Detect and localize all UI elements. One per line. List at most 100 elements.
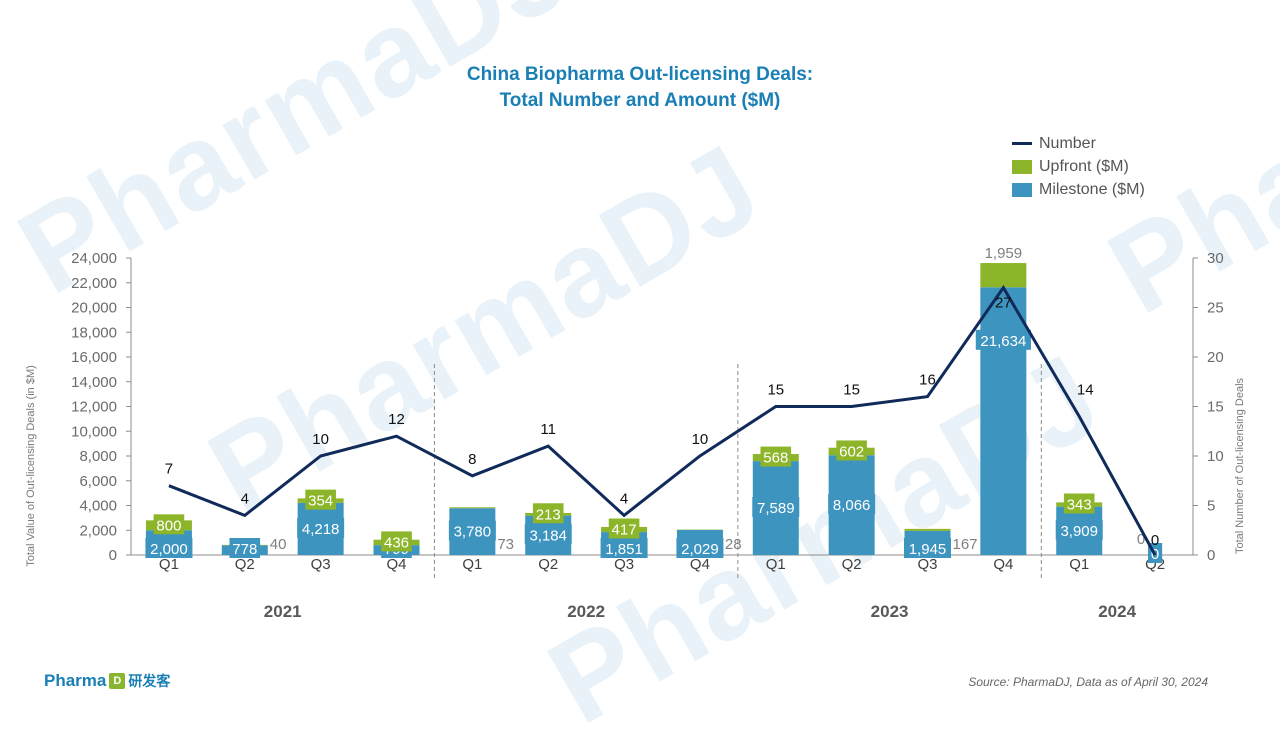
milestone-data-label: 1,945 (909, 541, 947, 558)
number-data-label: 12 (388, 411, 405, 428)
upfront-data-label: 602 (839, 443, 864, 460)
right-tick-label: 25 (1207, 300, 1224, 317)
x-tick-label: Q1 (766, 556, 786, 573)
milestone-data-label: 3,184 (529, 527, 567, 544)
left-tick-label: 10,000 (71, 423, 117, 440)
number-data-label: 16 (919, 372, 936, 389)
milestone-data-label: 3,909 (1060, 523, 1098, 540)
left-axis-title: Total Value of Out-licensing Deals (in $… (25, 365, 37, 567)
upfront-data-label: 354 (308, 493, 333, 510)
upfront-data-label: 167 (953, 536, 978, 553)
number-data-label: 10 (312, 431, 329, 448)
x-tick-label: Q2 (235, 556, 255, 573)
legend-label-milestone: Milestone ($M) (1039, 181, 1145, 199)
milestone-data-label: 778 (232, 541, 257, 558)
logo-text: Pharma (44, 671, 106, 691)
left-tick-label: 12,000 (71, 399, 117, 416)
upfront-data-label: 73 (497, 536, 514, 553)
source-note: Source: PharmaDJ, Data as of April 30, 2… (968, 675, 1208, 689)
upfront-data-label: 800 (156, 517, 181, 534)
left-tick-label: 14,000 (71, 374, 117, 391)
left-tick-label: 22,000 (71, 275, 117, 292)
left-tick-label: 2,000 (79, 522, 117, 539)
upfront-data-label: 343 (1067, 497, 1092, 514)
x-tick-label: Q4 (690, 556, 710, 573)
left-tick-label: 18,000 (71, 324, 117, 341)
upfront-bar (980, 263, 1026, 287)
logo-mark: D (109, 673, 125, 689)
left-tick-label: 6,000 (79, 473, 117, 490)
left-tick-label: 16,000 (71, 349, 117, 366)
chart-title-line2: Total Number and Amount ($M) (0, 88, 1280, 114)
milestone-bar (980, 287, 1026, 555)
x-tick-label: Q2 (842, 556, 862, 573)
right-tick-label: 20 (1207, 349, 1224, 366)
right-tick-label: 10 (1207, 448, 1224, 465)
year-label: 2023 (871, 602, 909, 621)
upfront-data-label: 568 (763, 450, 788, 467)
x-tick-label: Q1 (159, 556, 179, 573)
milestone-data-label: 4,218 (302, 521, 340, 538)
legend-line-swatch (1012, 142, 1032, 145)
legend-item-milestone: Milestone ($M) (1012, 178, 1145, 201)
left-tick-label: 0 (109, 547, 117, 564)
milestone-data-label: 21,634 (980, 333, 1026, 350)
x-tick-label: Q2 (538, 556, 558, 573)
x-tick-label: Q3 (614, 556, 634, 573)
chart-title-line1: China Biopharma Out-licensing Deals: (0, 62, 1280, 88)
upfront-data-label: 40 (270, 536, 287, 553)
number-data-label: 7 (165, 461, 173, 478)
legend-label-upfront: Upfront ($M) (1039, 158, 1129, 176)
upfront-data-label: 28 (725, 536, 742, 553)
number-data-label: 15 (843, 382, 860, 399)
number-data-label: 4 (620, 490, 628, 507)
chart-title: China Biopharma Out-licensing Deals: Tot… (0, 62, 1280, 114)
x-tick-label: Q1 (462, 556, 482, 573)
x-tick-label: Q3 (311, 556, 331, 573)
legend-label-number: Number (1039, 135, 1096, 153)
milestone-data-label: 2,029 (681, 541, 719, 558)
upfront-bar (449, 507, 495, 508)
right-tick-label: 0 (1207, 547, 1215, 564)
left-tick-label: 4,000 (79, 498, 117, 515)
right-tick-label: 5 (1207, 498, 1215, 515)
milestone-data-label: 2,000 (150, 541, 188, 558)
number-data-label: 27 (995, 295, 1012, 312)
milestone-data-label: 3,780 (454, 524, 492, 541)
upfront-data-label: 417 (612, 522, 637, 539)
year-label: 2021 (264, 602, 302, 621)
number-data-label: 10 (692, 431, 709, 448)
right-tick-label: 30 (1207, 250, 1224, 267)
pharmadj-logo: Pharma D 研发客 (44, 671, 170, 691)
left-tick-label: 24,000 (71, 250, 117, 267)
number-data-label: 8 (468, 451, 476, 468)
x-tick-label: Q4 (386, 556, 406, 573)
upfront-data-label: 436 (384, 534, 409, 551)
left-tick-label: 8,000 (79, 448, 117, 465)
legend-item-number: Number (1012, 132, 1145, 155)
legend: Number Upfront ($M) Milestone ($M) (1012, 132, 1145, 201)
number-data-label: 15 (767, 382, 784, 399)
legend-item-upfront: Upfront ($M) (1012, 155, 1145, 178)
legend-milestone-swatch (1012, 183, 1032, 197)
number-data-label: 11 (540, 421, 556, 438)
year-label: 2024 (1098, 602, 1136, 621)
year-label: 2022 (567, 602, 605, 621)
right-tick-label: 15 (1207, 399, 1224, 416)
legend-upfront-swatch (1012, 160, 1032, 174)
number-data-label: 14 (1077, 381, 1094, 398)
logo-chinese: 研发客 (128, 671, 170, 691)
x-tick-label: Q4 (993, 556, 1013, 573)
right-axis-title: Total Number of Out-licensing Deals (1234, 377, 1246, 554)
milestone-data-label: 7,589 (757, 500, 795, 517)
upfront-data-label: 1,959 (985, 245, 1023, 262)
upfront-bar (905, 529, 951, 531)
left-tick-label: 20,000 (71, 300, 117, 317)
milestone-data-label: 1,851 (605, 541, 643, 558)
number-data-label: 4 (241, 490, 249, 507)
number-data-label: 0 (1151, 532, 1159, 549)
x-tick-label: Q3 (917, 556, 937, 573)
milestone-data-label: 8,066 (833, 497, 871, 514)
upfront-data-label: 213 (536, 506, 561, 523)
x-tick-label: Q1 (1069, 556, 1089, 573)
